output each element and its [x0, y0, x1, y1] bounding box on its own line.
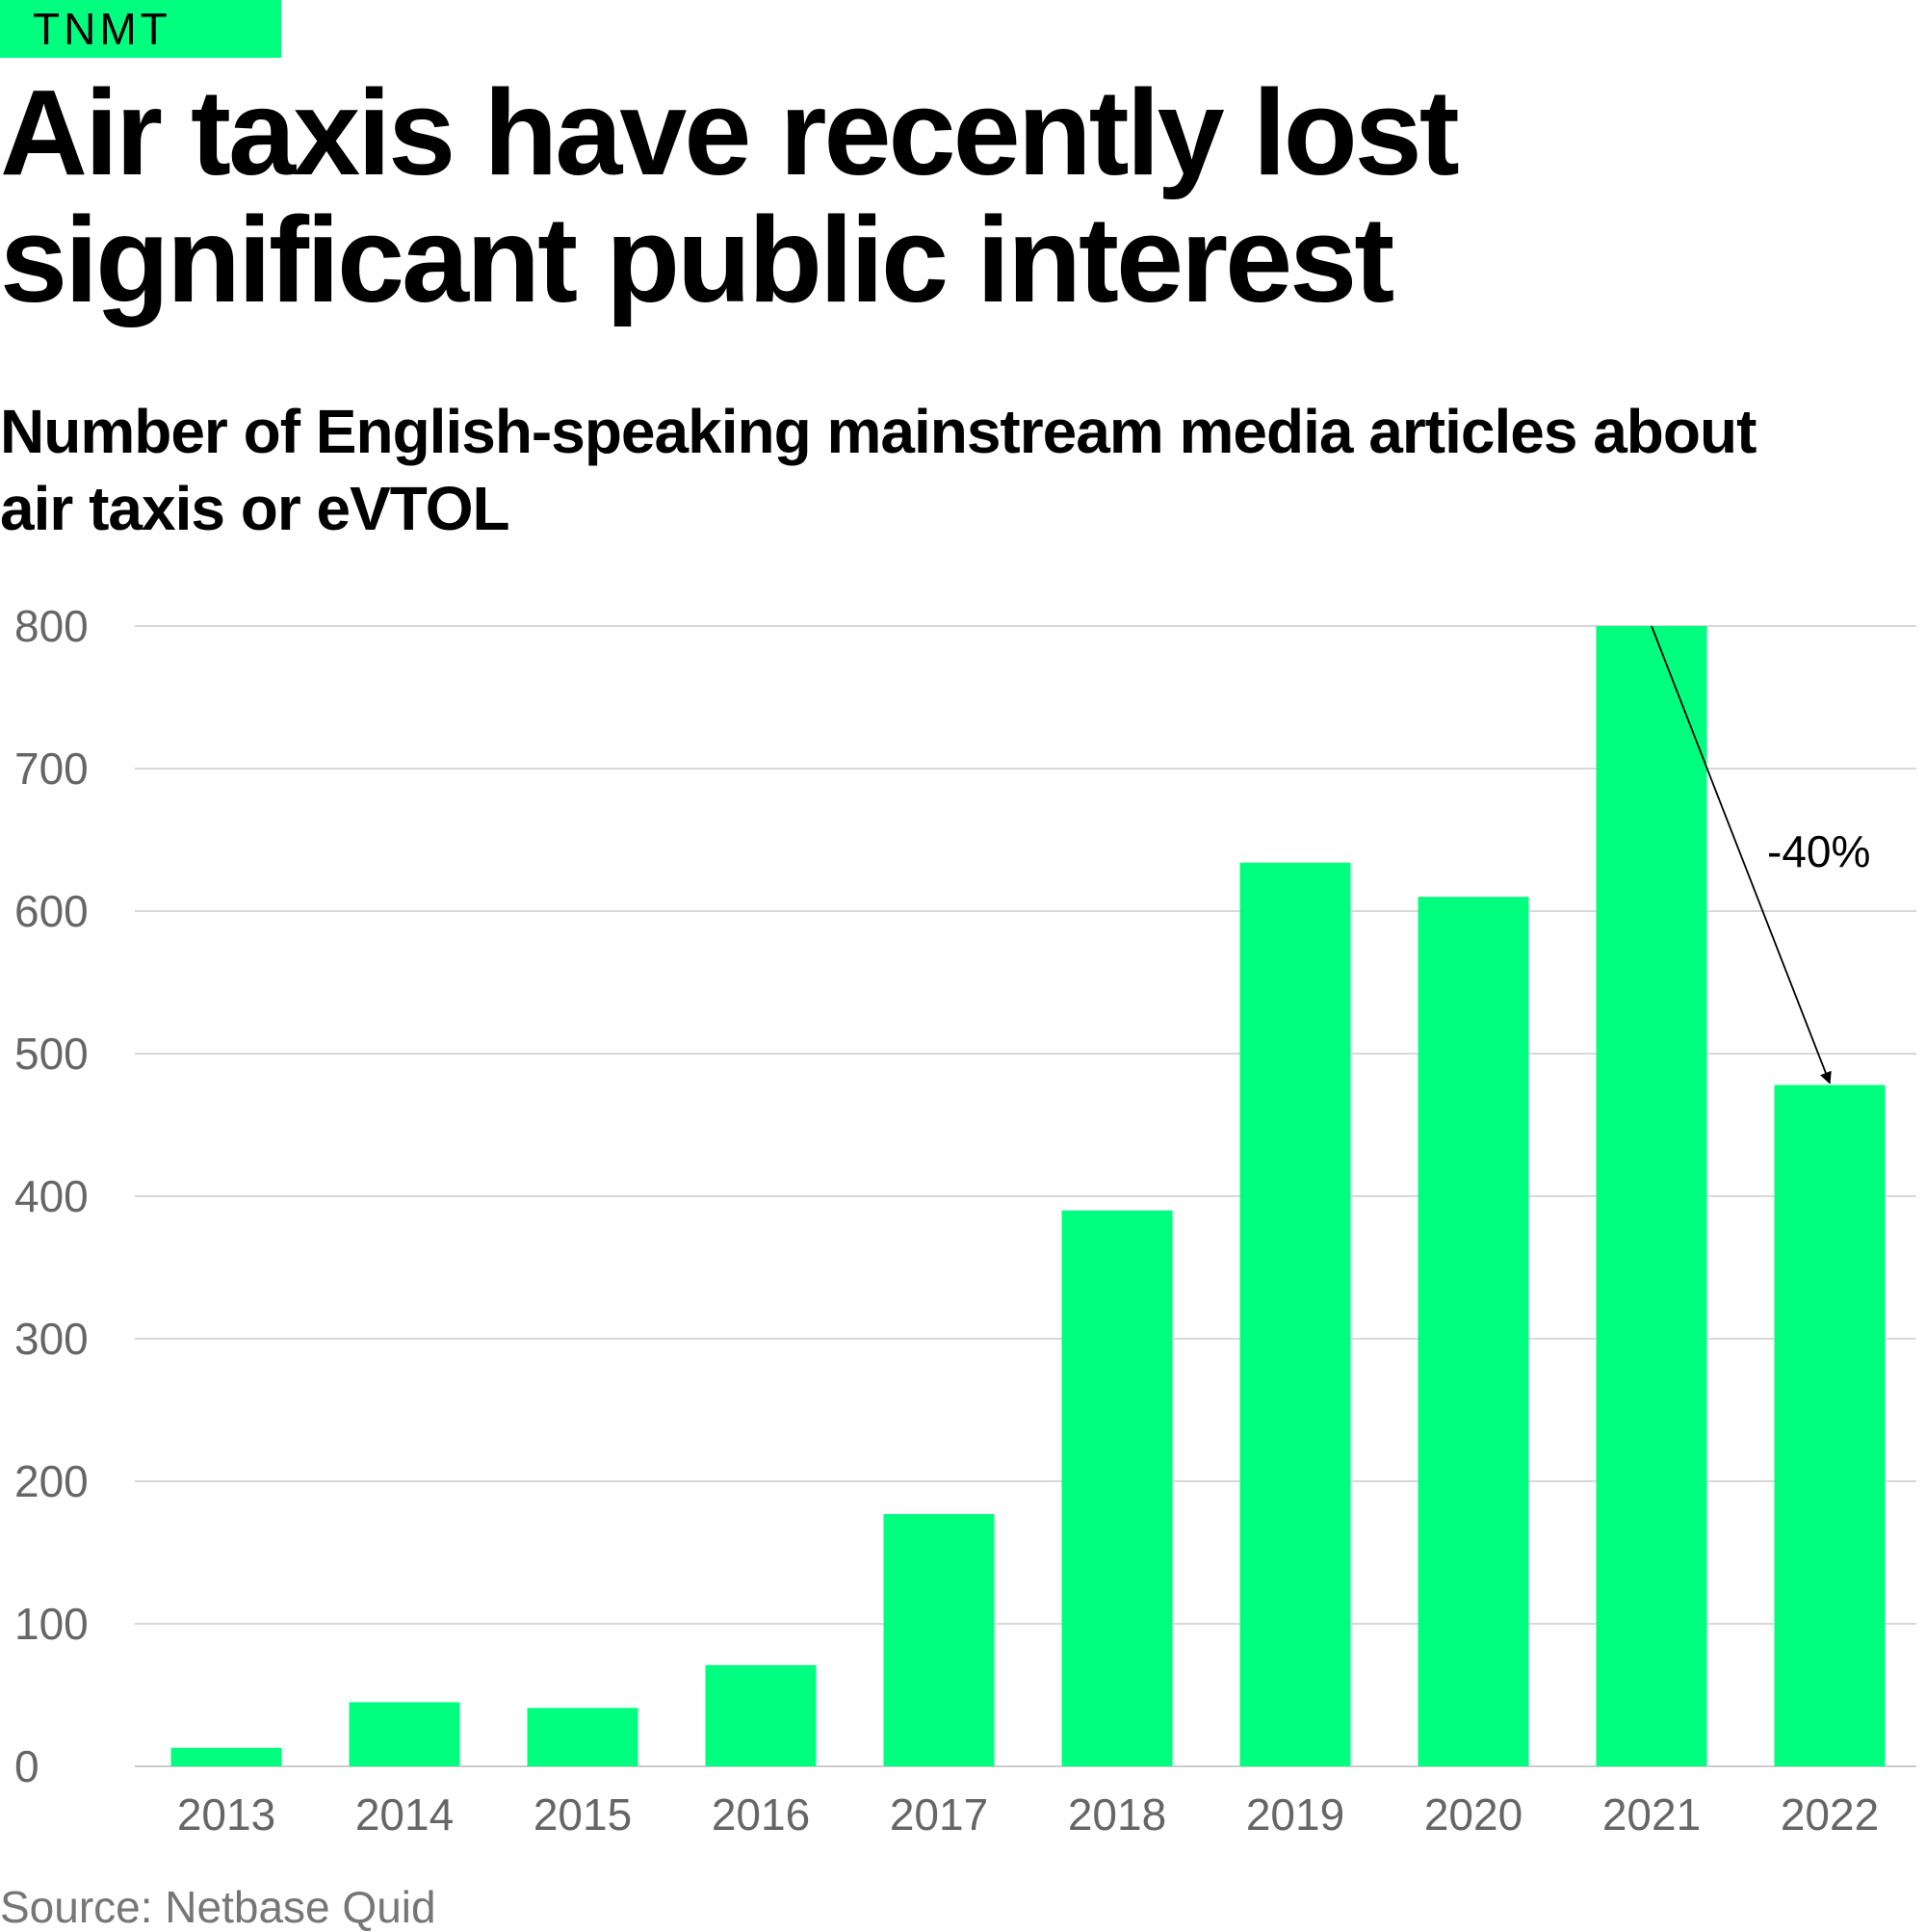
bar-2016	[705, 1664, 817, 1766]
bar-2015	[527, 1708, 638, 1766]
annotation-label: -40%	[1767, 826, 1870, 876]
bar-2019	[1239, 862, 1351, 1766]
y-tick-label: 200	[14, 1456, 89, 1506]
x-tick-label: 2021	[1602, 1789, 1701, 1840]
page-title: Air taxis have recently lost significant…	[0, 65, 1460, 327]
y-tick-label: 700	[14, 744, 89, 794]
y-tick-label: 400	[14, 1171, 89, 1221]
brand-badge: TNMT	[0, 0, 281, 58]
x-tick-label: 2019	[1246, 1789, 1344, 1840]
bar-2022	[1774, 1084, 1886, 1766]
change-annotation: -40%	[1651, 625, 1870, 1084]
x-tick-label: 2020	[1424, 1789, 1523, 1840]
x-tick-label: 2016	[712, 1789, 810, 1840]
x-axis-ticks: 2013 2014 2015 2016 2017 2018 2019 2020 2021 2022	[177, 1789, 1879, 1840]
source-note: Source: Netbase Quid	[0, 1882, 436, 1932]
y-tick-label: 600	[14, 886, 89, 936]
annotation-arrow	[1651, 625, 1832, 1084]
x-tick-label: 2013	[177, 1789, 275, 1840]
chart-title: Number of English-speaking mainstream me…	[0, 397, 1757, 543]
x-tick-label: 2014	[355, 1789, 454, 1840]
bars	[170, 626, 1886, 1766]
y-tick-label: 0	[14, 1741, 39, 1791]
brand-logo-text: TNMT	[33, 4, 171, 54]
bar-2021	[1596, 626, 1707, 1766]
bar-2013	[170, 1747, 282, 1766]
y-tick-label: 800	[14, 601, 89, 651]
x-tick-label: 2015	[534, 1789, 632, 1840]
y-tick-label: 100	[14, 1599, 89, 1649]
bar-2020	[1418, 897, 1529, 1766]
y-tick-label: 500	[14, 1029, 89, 1079]
bar-2017	[883, 1514, 995, 1766]
gridlines	[135, 625, 1916, 1767]
y-axis-ticks: 0 100 200 300 400 500 600 700 800	[14, 601, 89, 1791]
x-tick-label: 2018	[1068, 1789, 1166, 1840]
bar-2014	[349, 1702, 460, 1766]
y-tick-label: 300	[14, 1314, 89, 1364]
x-tick-label: 2022	[1781, 1789, 1879, 1840]
bar-2018	[1061, 1210, 1173, 1766]
x-tick-label: 2017	[890, 1789, 988, 1840]
